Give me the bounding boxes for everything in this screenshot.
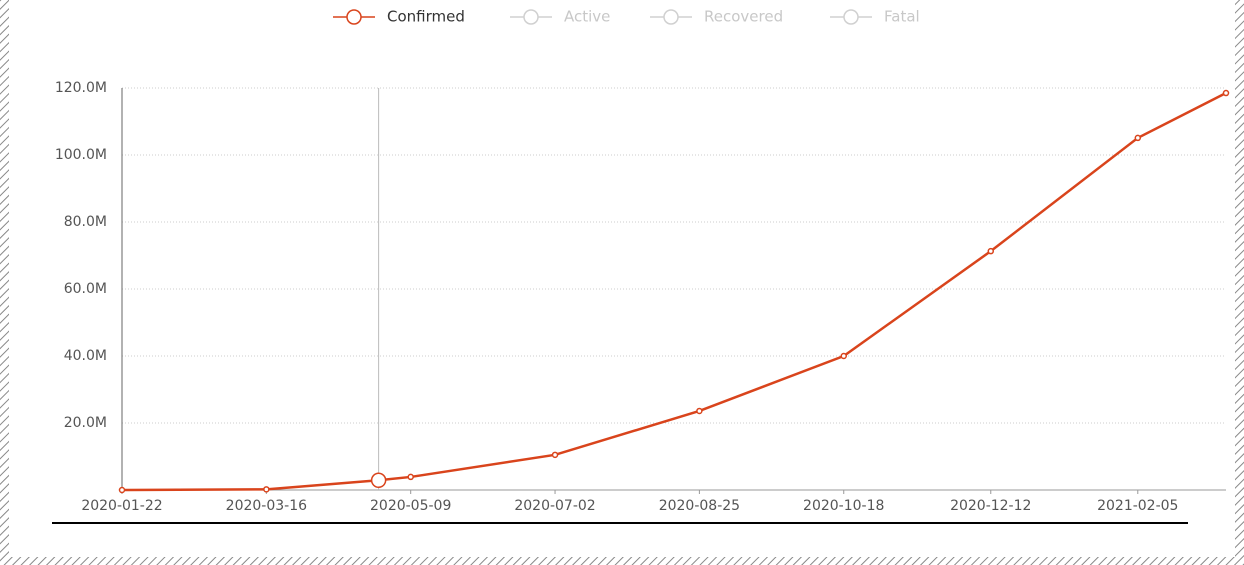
point	[840, 352, 847, 360]
point	[696, 407, 703, 415]
y-tick-label: 80.0M	[64, 214, 107, 230]
point	[1134, 134, 1142, 142]
y-tick-label: 40.0M	[64, 348, 107, 364]
frame-inner	[9, 0, 1235, 557]
y-tick-label: 60.0M	[64, 281, 107, 297]
hover-point	[370, 472, 387, 489]
x-tick-label: 2020-10-18	[803, 498, 884, 514]
x-tick-label: 2020-03-16	[226, 498, 307, 514]
point	[263, 486, 270, 493]
legend-marker	[843, 9, 859, 25]
legend-marker	[523, 9, 539, 25]
y-tick-label: 20.0M	[64, 415, 107, 431]
point	[407, 473, 414, 481]
legend-item[interactable]: Fatal	[830, 8, 920, 26]
x-tick-label: 2020-08-25	[659, 498, 740, 514]
x-tick-label: 2020-07-02	[514, 498, 595, 514]
legend-label: Recovered	[704, 8, 783, 26]
legend-label: Confirmed	[387, 8, 465, 26]
x-tick-label: 2020-05-09	[370, 498, 451, 514]
point	[987, 247, 995, 255]
x-tick-label: 2021-02-05	[1097, 498, 1178, 514]
point	[118, 486, 126, 494]
legend-marker	[663, 9, 679, 25]
legend-item[interactable]: Active	[510, 8, 610, 26]
y-tick-label: 120.0M	[55, 80, 107, 96]
series-line	[121, 91, 1227, 492]
legend-label: Active	[564, 8, 610, 26]
legend-item[interactable]: Recovered	[650, 8, 783, 26]
x-tick-label: 2020-01-22	[81, 498, 162, 514]
y-tick-label: 100.0M	[55, 147, 107, 163]
point	[551, 451, 559, 459]
legend-item[interactable]: Confirmed	[333, 8, 465, 26]
legend-marker	[346, 9, 362, 25]
x-tick-label: 2020-12-12	[950, 498, 1031, 514]
legend-label: Fatal	[884, 8, 920, 26]
point	[1222, 89, 1230, 97]
